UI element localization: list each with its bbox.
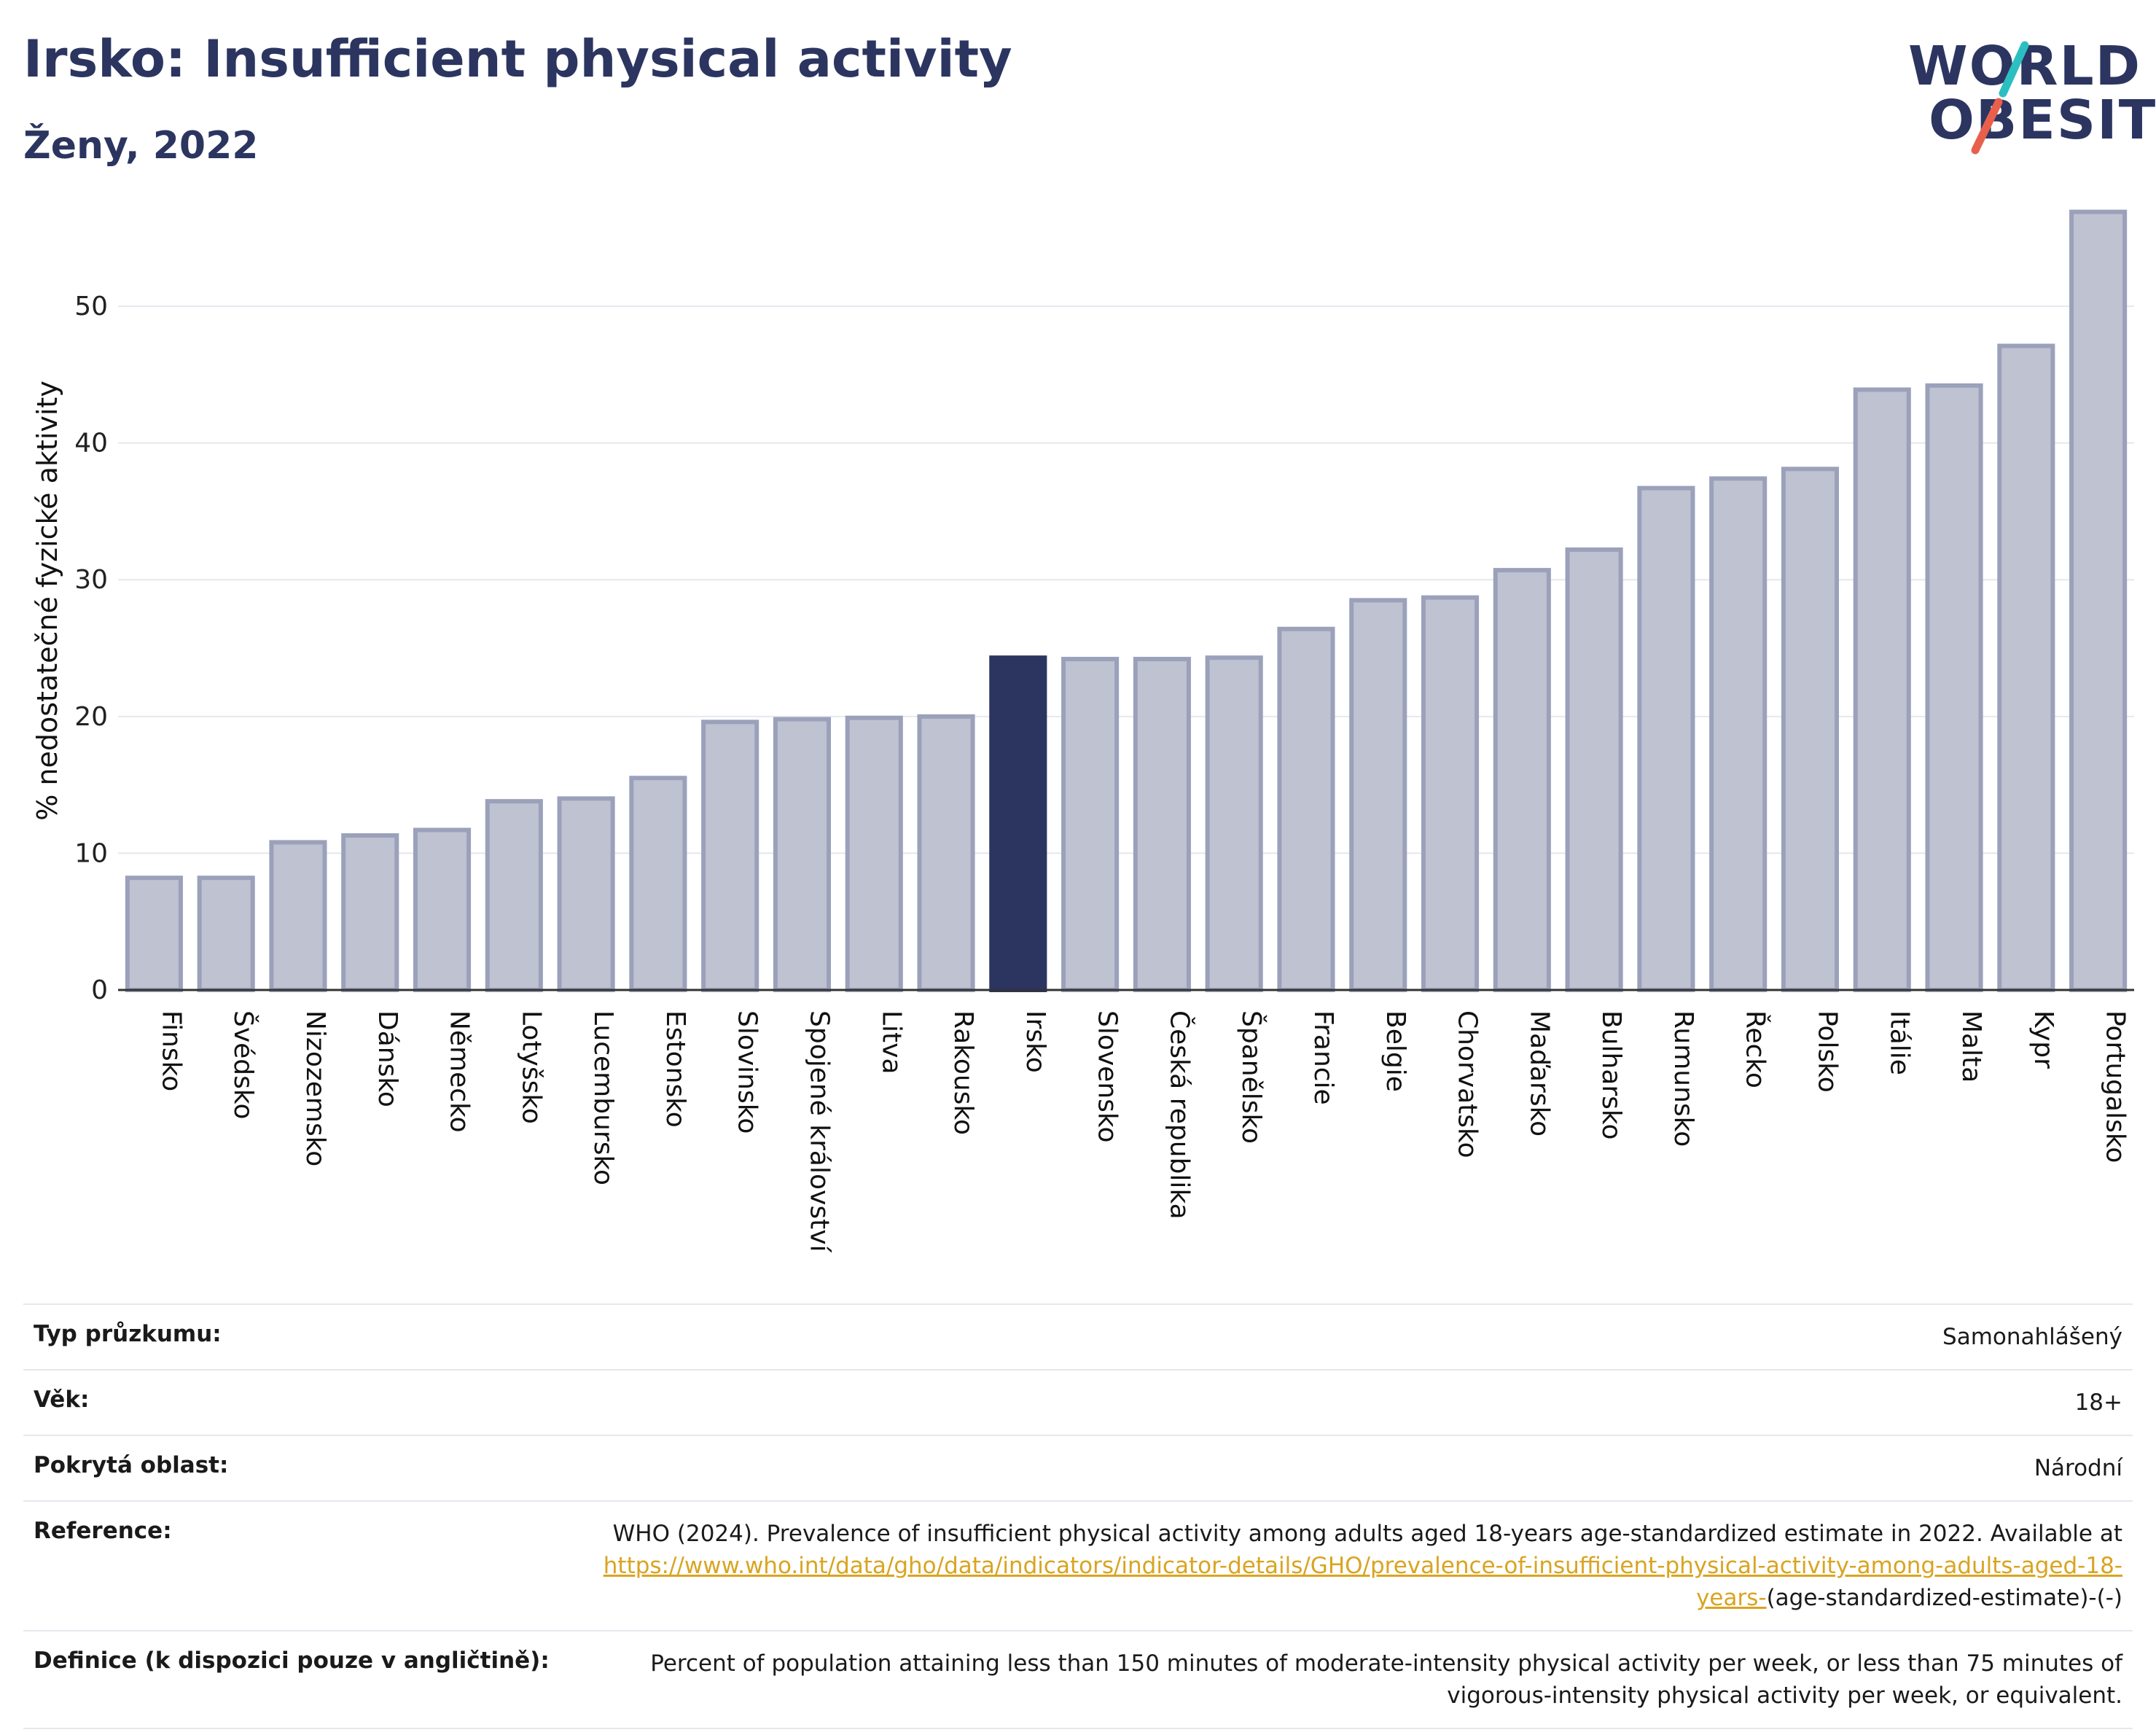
coverage-value: Národní: [2034, 1455, 2122, 1482]
bar: [773, 717, 832, 992]
bar: [1205, 655, 1263, 992]
reference-link[interactable]: https://www.who.int/data/gho/data/indica…: [603, 1553, 2122, 1612]
x-tick-label: Chorvatsko: [1453, 1010, 1483, 1158]
bars: [125, 209, 2128, 993]
age-label: Věk:: [34, 1387, 90, 1414]
bar: [629, 776, 687, 992]
definition-label: Definice (k dispozici pouze v angličtině…: [34, 1648, 550, 1674]
bar-highlighted: [989, 655, 1047, 992]
y-tick-label: 30: [74, 565, 108, 595]
reference-text: WHO (2024). Prevalence of insufficient p…: [612, 1521, 2122, 1548]
page-subtitle: Ženy, 2022: [23, 124, 259, 168]
survey-type-value: Samonahlášený: [1942, 1324, 2122, 1350]
x-tick-label: Slovinsko: [733, 1010, 762, 1134]
world-obesity-logo: WORLD OBESITY: [1895, 22, 2156, 160]
bar: [1061, 657, 1120, 992]
x-tick-label: Dánsko: [372, 1010, 402, 1107]
x-tick-label: Malta: [1956, 1010, 1986, 1083]
bar: [1925, 383, 1983, 992]
bar: [1853, 387, 1911, 992]
bar: [485, 799, 543, 992]
bar: [269, 840, 327, 992]
x-tick-label: Německo: [445, 1010, 474, 1133]
y-tick-label: 0: [91, 975, 108, 1005]
reference-value: WHO (2024). Prevalence of insufficient p…: [534, 1518, 2122, 1614]
bar: [1709, 476, 1768, 992]
coverage-label: Pokrytá oblast:: [34, 1452, 229, 1479]
x-tick-label: Finsko: [156, 1010, 186, 1091]
x-tick-label: Litva: [876, 1010, 906, 1075]
x-tick-label: Španělsko: [1236, 1010, 1267, 1144]
x-tick-label: Česká republika: [1164, 1010, 1195, 1220]
info-row-survey-type: Typ průzkumu: Samonahlášený: [23, 1303, 2133, 1369]
bar-chart: 0 10 20 30 40 50 Finsko Švédsko Nizozemsko Dánsk…: [31, 209, 2134, 1253]
bar: [2069, 209, 2128, 992]
x-tick-label: Švédsko: [228, 1010, 259, 1120]
bar: [197, 876, 255, 993]
bar: [341, 833, 399, 992]
bar: [1421, 595, 1480, 992]
x-tick-label: Belgie: [1380, 1010, 1410, 1092]
bar: [1565, 547, 1623, 992]
definition-value: Percent of population attaining less tha…: [650, 1650, 2122, 1709]
age-value: 18+: [2074, 1389, 2122, 1416]
info-table: Typ průzkumu: Samonahlášený Věk: 18+ Pok…: [23, 1303, 2133, 1730]
y-axis-label: % nedostatečné fyzické aktivity: [31, 381, 63, 821]
x-tick-label: Bulharsko: [1596, 1010, 1626, 1140]
bar: [1133, 657, 1191, 992]
x-tick-label: Kypr: [2028, 1010, 2058, 1069]
x-tick-label: Lotyšsko: [516, 1010, 546, 1124]
x-tick-label: Řecko: [1741, 1010, 1771, 1088]
reference-label: Reference:: [34, 1518, 172, 1545]
y-tick-label: 10: [74, 838, 108, 868]
y-tick-label: 20: [74, 702, 108, 732]
bar: [917, 714, 975, 992]
y-tick-label: 50: [74, 292, 108, 321]
x-tick-label: Portugalsko: [2101, 1010, 2130, 1163]
bar: [125, 876, 183, 993]
x-tick-label: Spojené království: [804, 1010, 834, 1253]
bar: [1637, 486, 1695, 992]
bar: [1277, 626, 1335, 992]
logo-text-obesity: OBESITY: [1929, 89, 2156, 152]
info-row-age: Věk: 18+: [23, 1369, 2133, 1435]
x-tick-label: Francie: [1308, 1010, 1338, 1105]
y-tick-label: 40: [74, 429, 108, 459]
x-tick-label: Slovensko: [1093, 1010, 1122, 1143]
x-tick-label: Estonsko: [660, 1010, 690, 1128]
page-title: Irsko: Insufficient physical activity: [23, 29, 1012, 89]
bar: [557, 796, 615, 992]
info-row-definition: Definice (k dispozici pouze v angličtině…: [23, 1630, 2133, 1730]
bar: [1349, 598, 1407, 992]
reference-suffix: (age-standardized-estimate)-(-): [1766, 1585, 2122, 1612]
bar: [413, 827, 472, 993]
x-tick-label: Itálie: [1884, 1010, 1914, 1075]
survey-type-label: Typ průzkumu:: [34, 1321, 222, 1347]
x-tick-label: Lucembursko: [588, 1010, 618, 1185]
x-tick-label: Polsko: [1812, 1010, 1842, 1093]
x-tick-label: Maďarsko: [1524, 1010, 1554, 1136]
x-tick-label: Irsko: [1020, 1010, 1050, 1073]
info-row-reference: Reference: WHO (2024). Prevalence of ins…: [23, 1500, 2133, 1630]
x-tick-label: Nizozemsko: [300, 1010, 330, 1166]
x-tick-label: Rakousko: [948, 1010, 978, 1135]
bar: [1493, 568, 1551, 992]
info-row-coverage: Pokrytá oblast: Národní: [23, 1435, 2133, 1500]
bar: [845, 715, 903, 992]
logo-slash-icon: [1971, 41, 2029, 155]
x-tick-labels: Finsko Švédsko Nizozemsko Dánsko Německo Loty…: [156, 1010, 2130, 1253]
bar: [1997, 343, 2055, 992]
y-tick-labels: 0 10 20 30 40 50: [74, 292, 108, 1005]
x-tick-label: Rumunsko: [1668, 1010, 1698, 1147]
bar: [701, 720, 759, 993]
bar: [1781, 467, 1840, 992]
